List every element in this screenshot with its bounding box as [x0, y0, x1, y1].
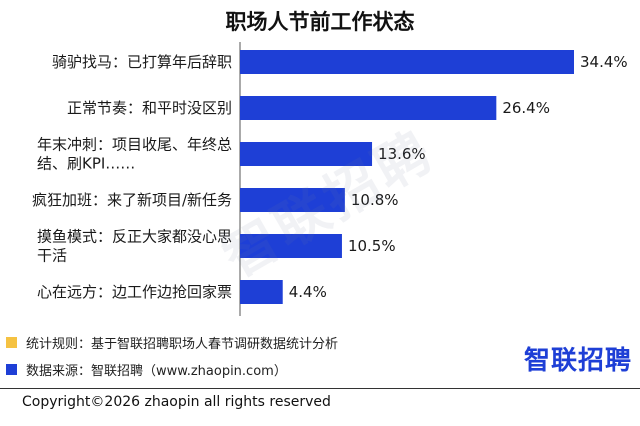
value-label-5: 4.4%: [289, 283, 327, 301]
category-label-2: 年末冲刺：项目收尾、年终总: [37, 136, 232, 154]
category-label-3: 疯狂加班：来了新项目/新任务: [32, 191, 232, 209]
legend-source-text: 数据来源：智联招聘（www.zhaopin.com）: [26, 364, 287, 379]
value-label-4: 10.5%: [348, 237, 396, 255]
category-label-5: 心在远方：边工作边抢回家票: [37, 283, 232, 301]
value-label-0: 34.4%: [580, 53, 628, 71]
bar-chart: 34.4% 骑驴找马：已打算年后辞职 26.4% 正常节奏：和平时没区别 13.6% 年末…: [32, 42, 628, 316]
value-label-1: 26.4%: [502, 99, 550, 117]
bar-4: [240, 234, 342, 258]
category-label-1: 正常节奏：和平时没区别: [67, 99, 232, 117]
legend-swatch-blue: [6, 364, 17, 375]
brand-logo: 智联招聘: [523, 346, 632, 376]
footer-divider: [0, 388, 640, 389]
copyright-text: Copyright©2026 zhaopin all rights reserv…: [22, 394, 331, 410]
category-label-2-line1: 结、刷KPI……: [37, 155, 135, 173]
legend-swatch-yellow: [6, 337, 17, 348]
value-label-3: 10.8%: [351, 191, 399, 209]
category-label-0: 骑驴找马：已打算年后辞职: [52, 53, 232, 71]
legend-source: 数据来源：智联招聘（www.zhaopin.com）: [6, 360, 287, 379]
value-label-2: 13.6%: [378, 145, 426, 163]
category-label-4-line1: 干活: [37, 247, 67, 265]
bar-0: [240, 50, 574, 74]
bar-2: [240, 142, 373, 166]
legend-rule: 统计规则：基于智联招聘职场人春节调研数据统计分析: [6, 333, 338, 352]
chart-title: 职场人节前工作状态: [225, 10, 415, 34]
bar-3: [240, 188, 345, 212]
legend-rule-text: 统计规则：基于智联招聘职场人春节调研数据统计分析: [26, 337, 339, 352]
bar-1: [240, 96, 497, 120]
category-label-4: 摸鱼模式：反正大家都没心思: [37, 228, 232, 246]
bar-5: [240, 280, 283, 304]
